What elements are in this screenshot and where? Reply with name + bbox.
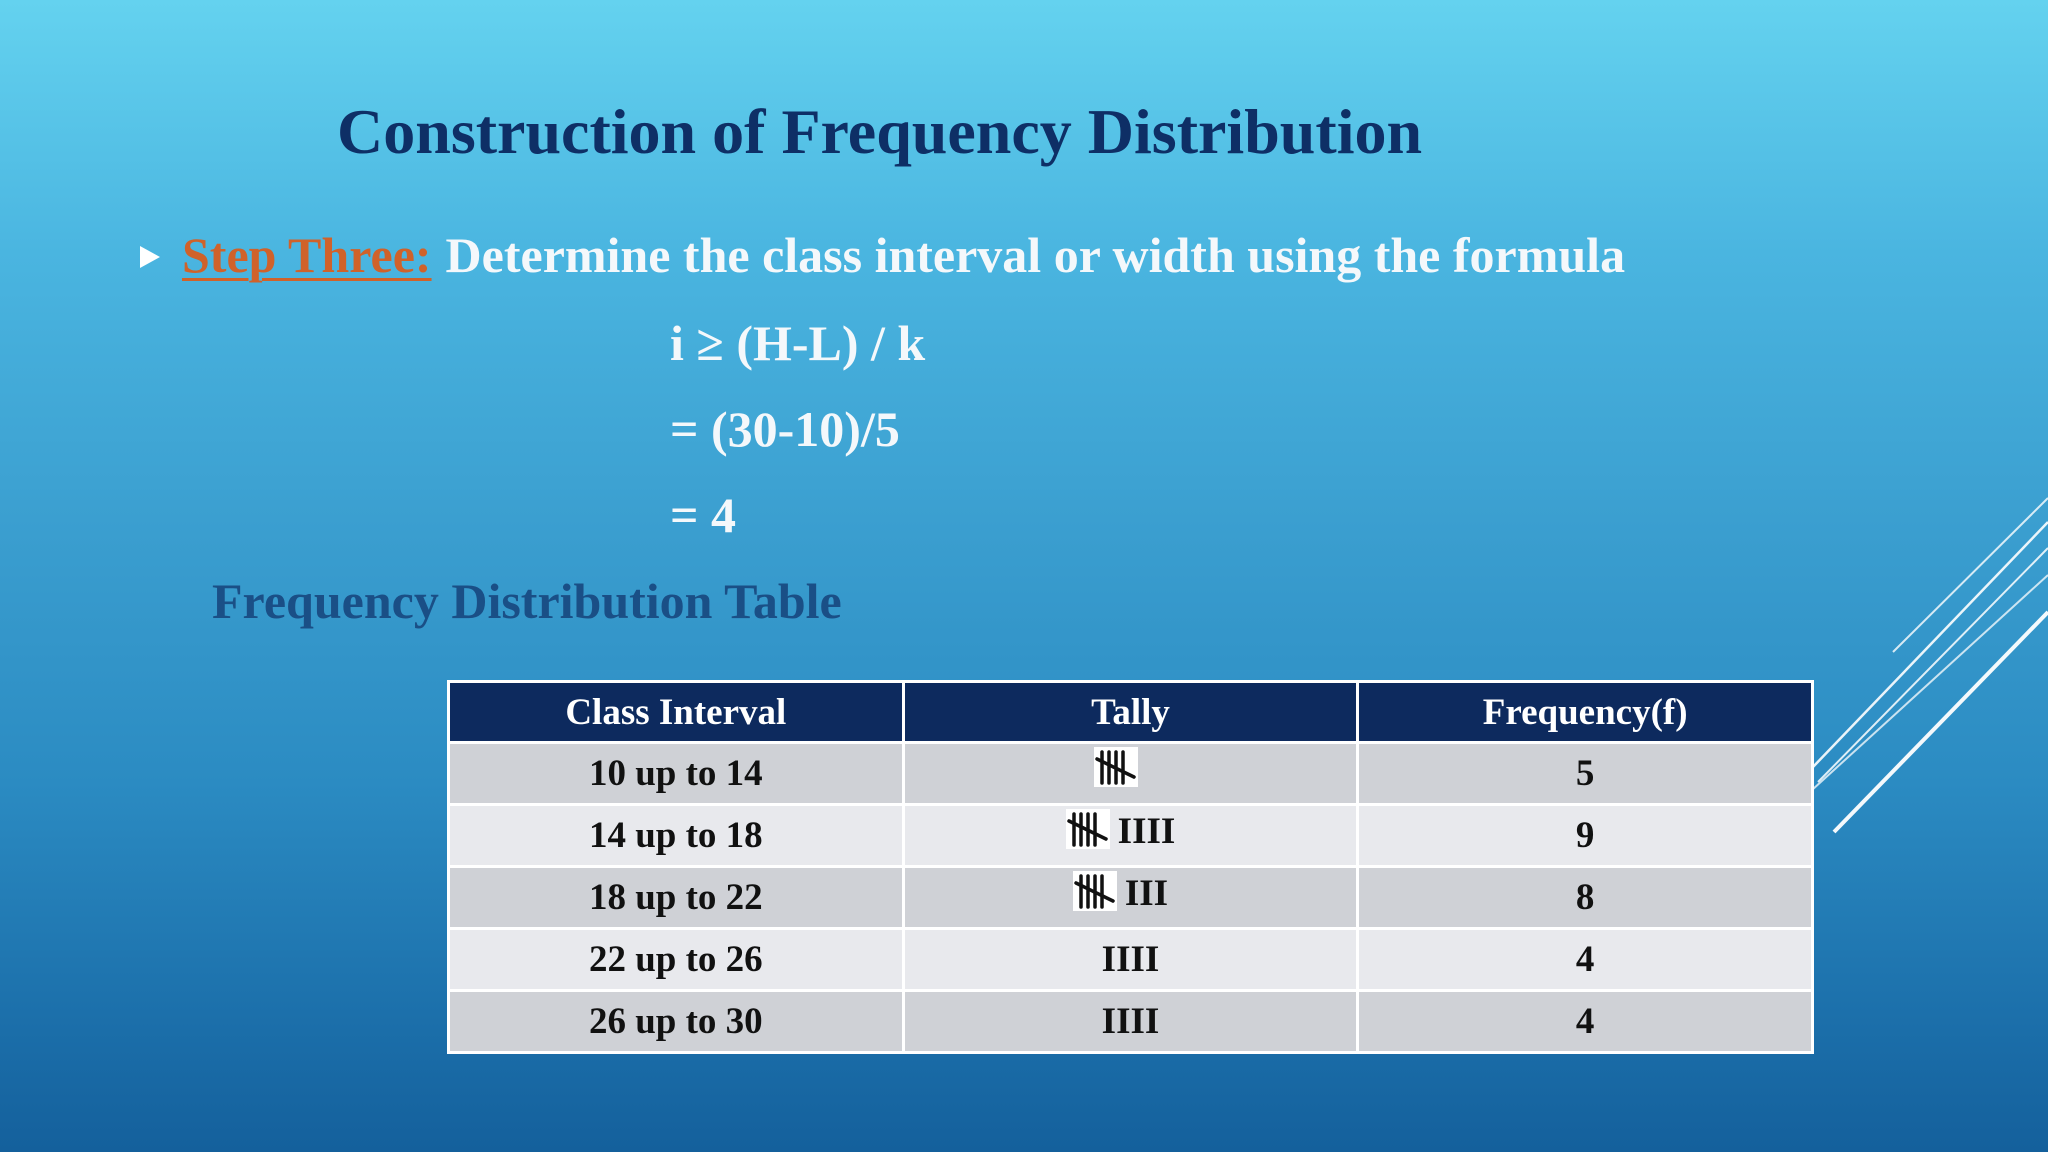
tally-marks: IIII xyxy=(1117,810,1176,852)
slide-title: Construction of Frequency Distribution xyxy=(337,96,1423,167)
tally-five-icon xyxy=(1094,746,1139,787)
tally-five-icon xyxy=(1065,809,1110,850)
triangle-bullet-icon xyxy=(140,246,160,268)
header-tally: Tally xyxy=(901,680,1360,744)
class-interval-cell: 22 up to 26 xyxy=(447,927,905,992)
tally-five-icon xyxy=(1072,871,1117,912)
tally-cell: IIII xyxy=(901,803,1360,868)
table-row: 14 up to 18 IIII 9 xyxy=(447,803,1814,868)
tally-cell xyxy=(901,741,1360,806)
frequency-cell: 4 xyxy=(1356,989,1814,1054)
class-interval-cell: 10 up to 14 xyxy=(447,741,905,806)
step-label: Step Three: xyxy=(182,227,432,283)
frequency-cell: 9 xyxy=(1356,803,1814,868)
formula-line-3: = 4 xyxy=(670,487,736,543)
step-bullet-line: Step Three: Determine the class interval… xyxy=(140,226,1625,284)
class-interval-cell: 18 up to 22 xyxy=(447,865,905,930)
class-interval-cell: 26 up to 30 xyxy=(447,989,905,1054)
table-row: 18 up to 22 III 8 xyxy=(447,865,1814,930)
frequency-table: Class Interval Tally Frequency(f) 10 up … xyxy=(447,680,1814,1054)
tally-marks: III xyxy=(1124,872,1169,914)
header-class-interval: Class Interval xyxy=(447,680,905,744)
frequency-cell: 4 xyxy=(1356,927,1814,992)
tally-cell: IIII xyxy=(901,989,1360,1054)
frequency-cell: 8 xyxy=(1356,865,1814,930)
table-row: 22 up to 26 IIII 4 xyxy=(447,927,1814,992)
frequency-cell: 5 xyxy=(1356,741,1814,806)
header-frequency: Frequency(f) xyxy=(1356,680,1814,744)
formula-line-1: i ≥ (H-L) / k xyxy=(670,315,926,371)
table-row: 10 up to 14 5 xyxy=(447,741,1814,806)
formula-line-2: = (30-10)/5 xyxy=(670,401,900,457)
table-heading: Frequency Distribution Table xyxy=(212,573,842,629)
tally-cell: IIII xyxy=(901,927,1360,992)
table-header-row: Class Interval Tally Frequency(f) xyxy=(447,680,1814,744)
step-text: Determine the class interval or width us… xyxy=(445,227,1626,283)
class-interval-cell: 14 up to 18 xyxy=(447,803,905,868)
table-row: 26 up to 30 IIII 4 xyxy=(447,989,1814,1054)
tally-cell: III xyxy=(901,865,1360,930)
